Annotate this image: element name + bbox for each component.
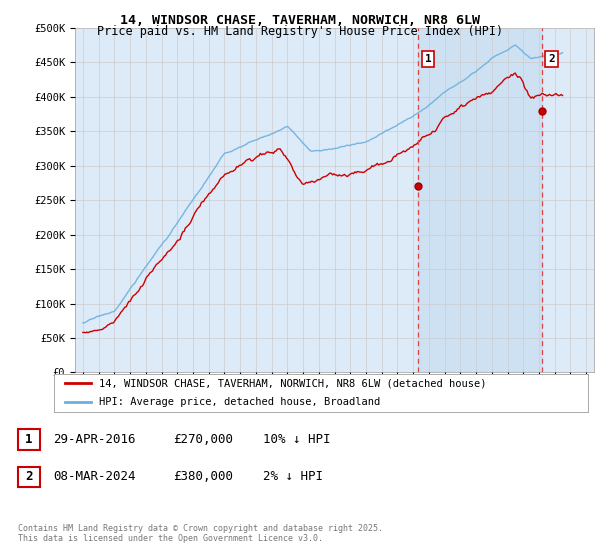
Text: 29-APR-2016: 29-APR-2016 bbox=[53, 433, 136, 446]
Text: 14, WINDSOR CHASE, TAVERHAM, NORWICH, NR8 6LW (detached house): 14, WINDSOR CHASE, TAVERHAM, NORWICH, NR… bbox=[100, 378, 487, 388]
Text: Contains HM Land Registry data © Crown copyright and database right 2025.
This d: Contains HM Land Registry data © Crown c… bbox=[18, 524, 383, 543]
Text: 10% ↓ HPI: 10% ↓ HPI bbox=[263, 433, 331, 446]
Text: £380,000: £380,000 bbox=[173, 470, 233, 483]
Text: 2: 2 bbox=[548, 54, 555, 64]
Text: 08-MAR-2024: 08-MAR-2024 bbox=[53, 470, 136, 483]
Text: 2: 2 bbox=[25, 470, 33, 483]
Text: 2% ↓ HPI: 2% ↓ HPI bbox=[263, 470, 323, 483]
Text: HPI: Average price, detached house, Broadland: HPI: Average price, detached house, Broa… bbox=[100, 397, 380, 407]
Text: £270,000: £270,000 bbox=[173, 433, 233, 446]
Text: 14, WINDSOR CHASE, TAVERHAM, NORWICH, NR8 6LW: 14, WINDSOR CHASE, TAVERHAM, NORWICH, NR… bbox=[120, 14, 480, 27]
Text: 1: 1 bbox=[25, 433, 33, 446]
Bar bbox=[18, 466, 40, 487]
Bar bbox=[18, 430, 40, 450]
Text: 1: 1 bbox=[425, 54, 431, 64]
Bar bbox=[418, 28, 542, 372]
Text: Price paid vs. HM Land Registry's House Price Index (HPI): Price paid vs. HM Land Registry's House … bbox=[97, 25, 503, 38]
